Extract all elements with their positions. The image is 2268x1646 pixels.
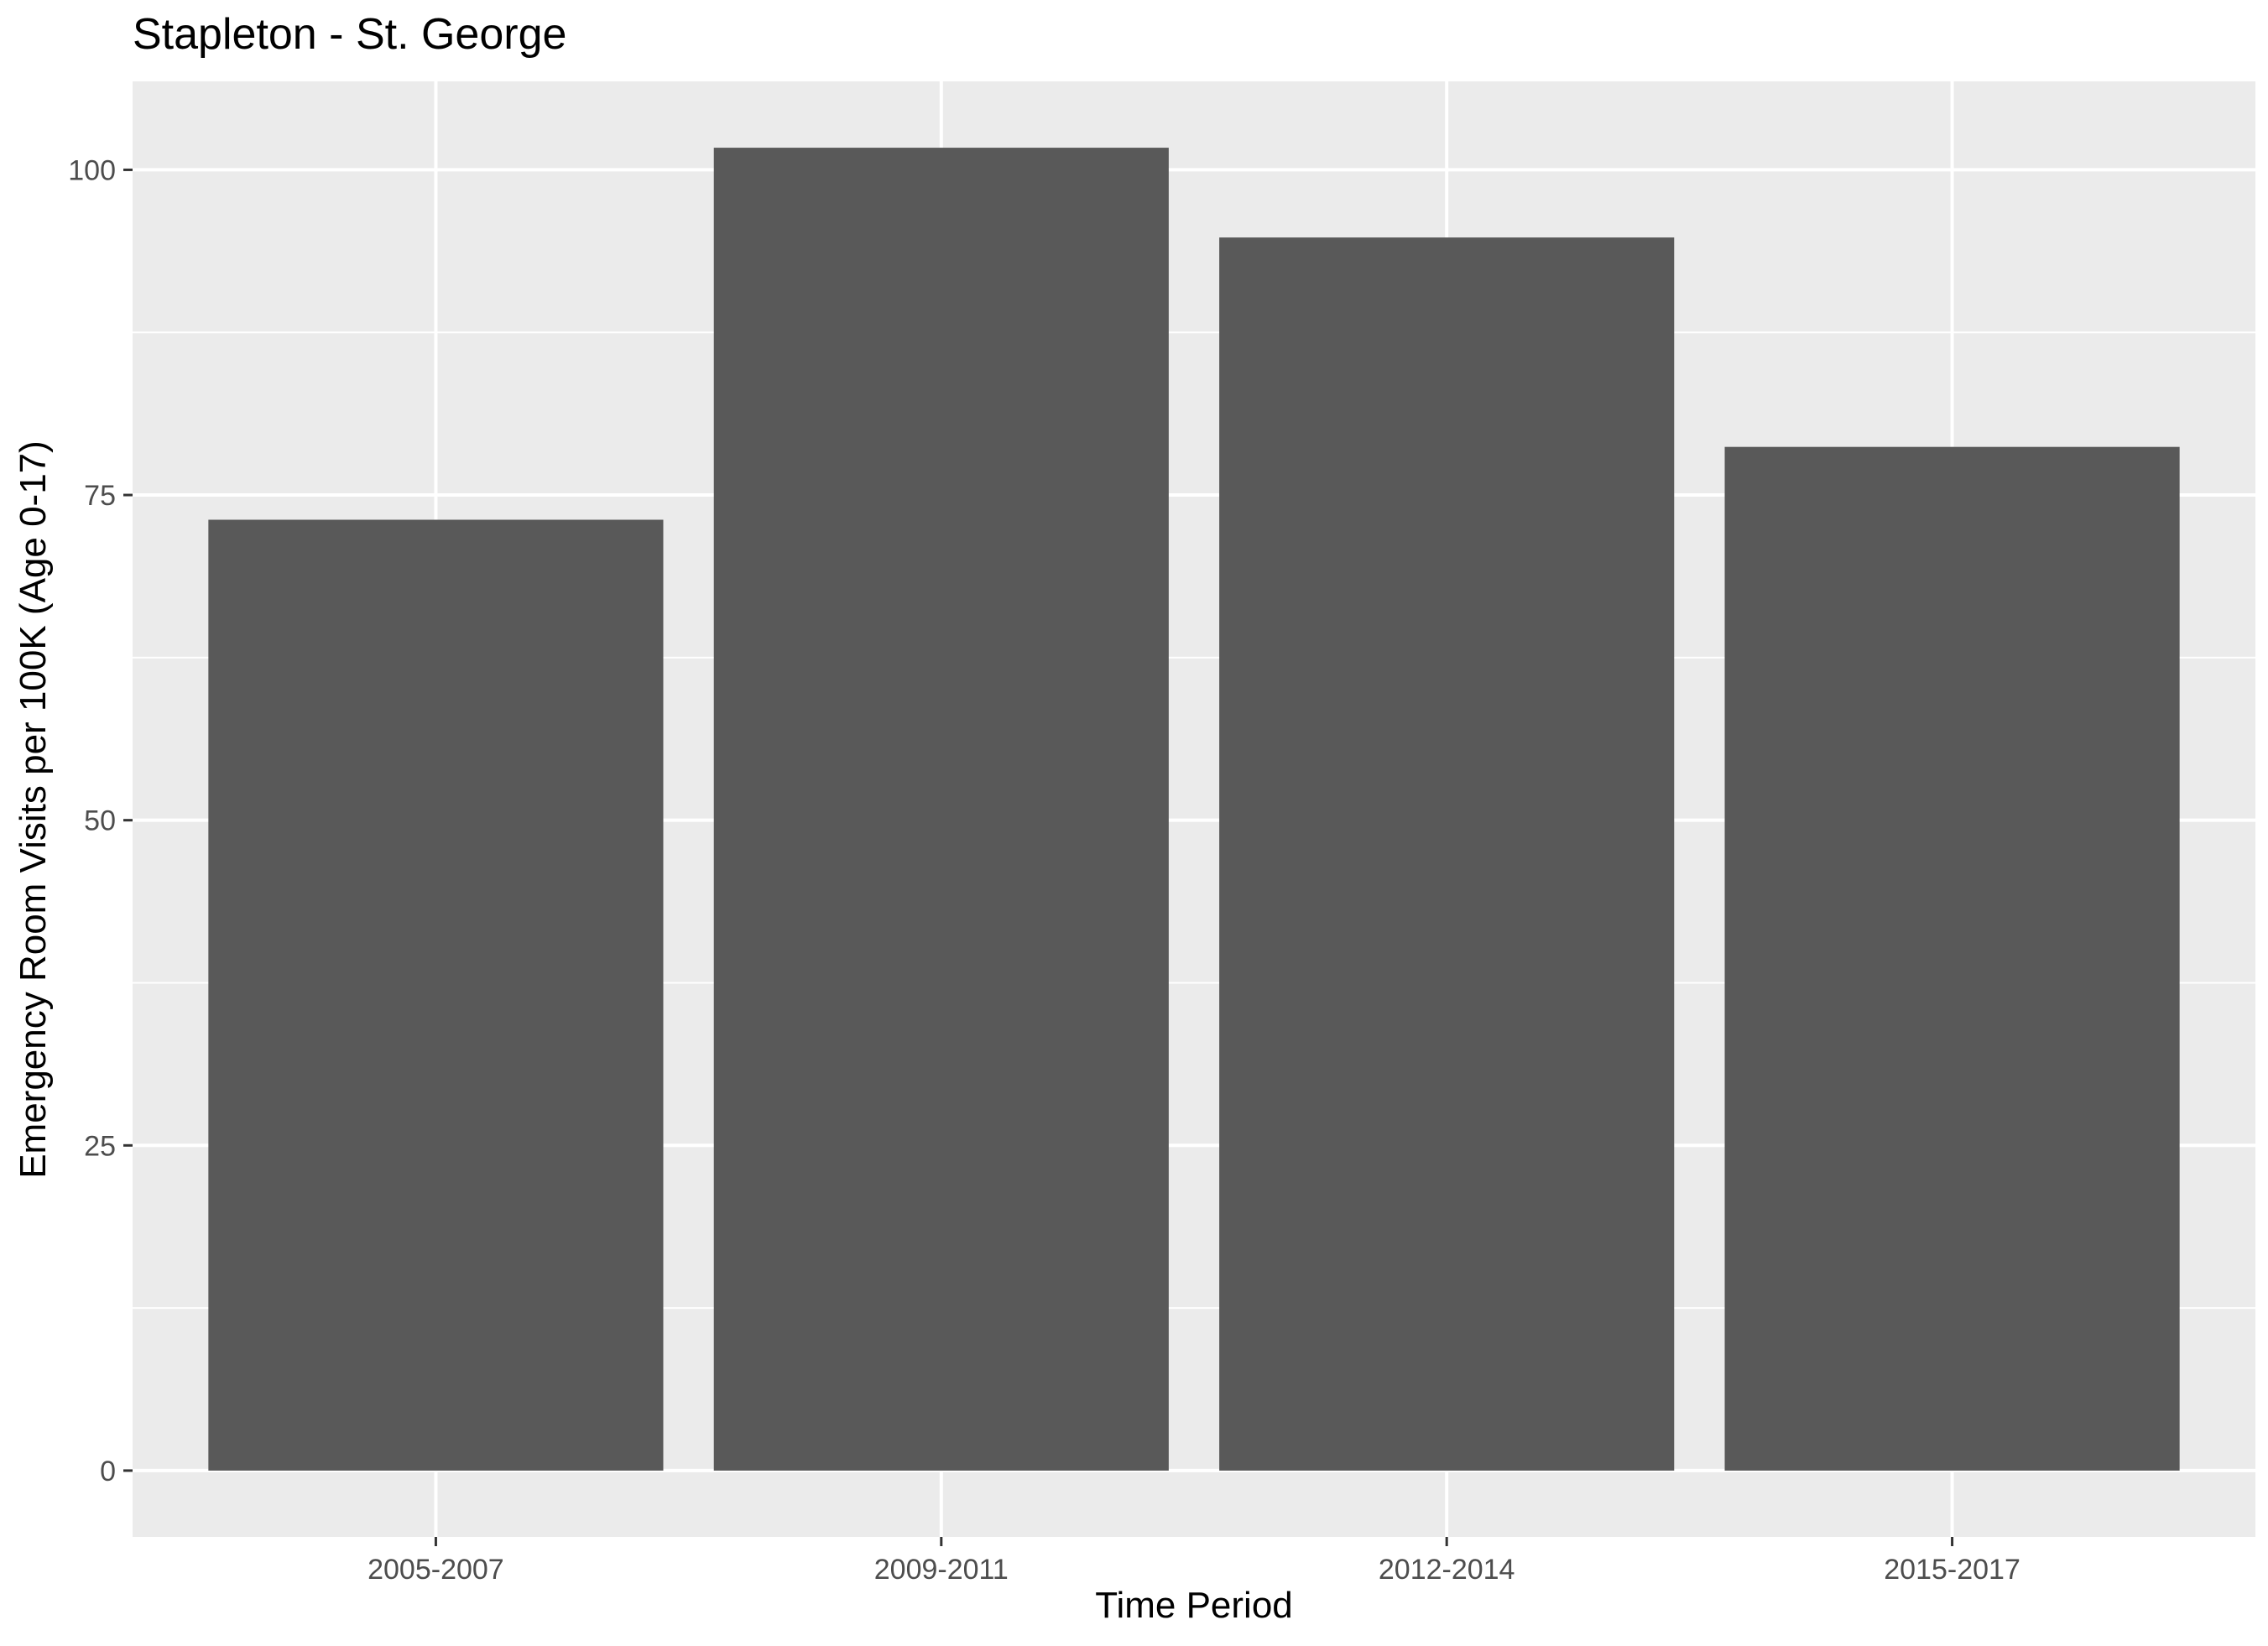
y-tick-label: 0	[100, 1456, 116, 1487]
y-tick-label: 25	[84, 1130, 116, 1162]
x-axis-title: Time Period	[1095, 1585, 1293, 1626]
y-tick-label: 75	[84, 480, 116, 512]
x-tick-label: 2005-2007	[368, 1554, 504, 1586]
x-tick-label: 2015-2017	[1884, 1554, 2020, 1586]
x-axis: 2005-2007 2009-2011 2012-2014 2015-2017	[368, 1537, 2020, 1586]
bar-2005-2007	[208, 519, 664, 1471]
bar-2012-2014	[1219, 237, 1675, 1471]
bar-2009-2011	[713, 148, 1169, 1471]
y-tick-label: 100	[68, 154, 116, 186]
x-tick-label: 2012-2014	[1379, 1554, 1515, 1586]
y-axis-title: Emergency Room Visits per 100K (Age 0-17…	[13, 440, 54, 1179]
y-axis: 0 25 50 75 100	[68, 154, 133, 1487]
x-tick-label: 2009-2011	[874, 1554, 1009, 1586]
bars	[208, 148, 2180, 1471]
y-tick-label: 50	[84, 805, 116, 837]
bar-2015-2017	[1724, 446, 2180, 1471]
chart-title: Stapleton - St. George	[133, 10, 566, 59]
